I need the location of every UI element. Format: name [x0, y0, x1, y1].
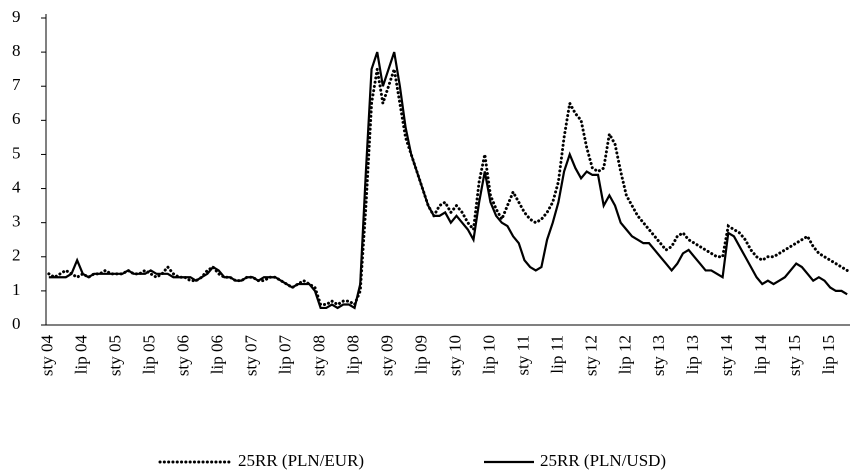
x-tick-label: lip 06 — [208, 335, 227, 374]
y-tick-label: 0 — [12, 314, 21, 333]
x-tick-label: lip 13 — [683, 335, 702, 374]
x-tick-label: lip 09 — [411, 335, 430, 374]
x-tick-label: lip 05 — [140, 335, 159, 374]
x-tick-label: lip 15 — [819, 335, 838, 374]
x-tick-label: sty 05 — [106, 335, 125, 376]
x-tick-label: lip 07 — [276, 335, 295, 375]
x-tick-label: lip 14 — [751, 335, 770, 375]
x-tick-label: lip 11 — [547, 335, 566, 374]
y-tick-label: 1 — [12, 280, 21, 299]
x-tick-label: lip 10 — [479, 335, 498, 374]
x-tick-label: lip 04 — [72, 335, 91, 375]
series-line — [48, 51, 848, 310]
y-tick-label: 3 — [12, 212, 21, 231]
x-tick-label: sty 13 — [649, 335, 668, 376]
legend-label: 25RR (PLN/USD) — [540, 451, 666, 470]
y-tick-label: 7 — [12, 75, 21, 94]
legend-label: 25RR (PLN/EUR) — [238, 451, 364, 470]
x-tick-label: sty 10 — [445, 335, 464, 376]
y-tick-label: 5 — [12, 143, 21, 162]
x-tick-label: sty 07 — [242, 335, 261, 377]
x-tick-label: sty 06 — [174, 335, 193, 376]
y-tick-label: 6 — [12, 109, 21, 128]
x-tick-label: sty 15 — [785, 335, 804, 376]
x-tick-label: sty 04 — [38, 335, 57, 377]
y-tick-label: 9 — [12, 7, 21, 26]
y-tick-label: 2 — [12, 246, 21, 265]
x-tick-label: sty 12 — [581, 335, 600, 376]
y-tick-label: 8 — [12, 41, 21, 60]
x-tick-label: sty 09 — [377, 335, 396, 376]
x-tick-label: lip 08 — [343, 335, 362, 374]
x-tick-label: sty 11 — [513, 335, 532, 375]
x-tick-label: sty 08 — [310, 335, 329, 376]
x-tick-label: lip 12 — [615, 335, 634, 374]
y-tick-label: 4 — [12, 177, 21, 196]
series-line — [47, 68, 849, 307]
x-tick-label: sty 14 — [717, 335, 736, 377]
